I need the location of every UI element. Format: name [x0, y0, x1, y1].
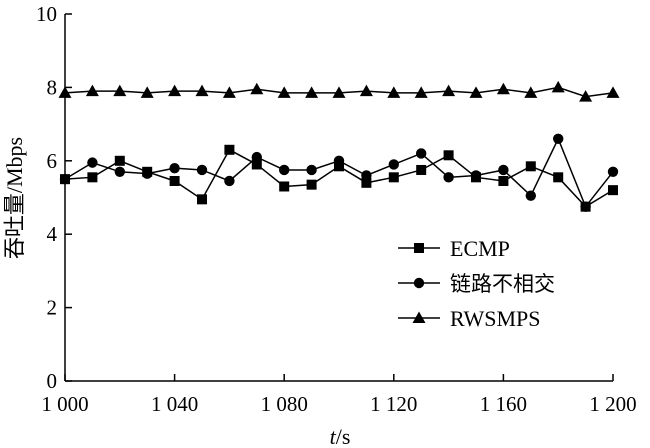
- data-point: [58, 86, 72, 98]
- data-point: [442, 84, 456, 97]
- data-point: [388, 159, 399, 170]
- data-point: [279, 181, 290, 192]
- data-point: [114, 166, 126, 178]
- y-axis-title: 吞吐量/Mbps: [2, 137, 27, 259]
- series-triangle: [58, 80, 620, 102]
- y-tick-label: 10: [36, 2, 57, 26]
- data-point: [279, 164, 290, 176]
- data-point: [142, 168, 153, 179]
- y-tick-label: 4: [47, 222, 58, 246]
- y-tick-label: 2: [47, 296, 58, 320]
- data-point: [87, 157, 98, 168]
- data-point: [197, 194, 207, 205]
- legend-entry: ECMP: [398, 236, 510, 261]
- data-point: [87, 172, 98, 183]
- data-point: [250, 82, 264, 95]
- data-point: [498, 175, 509, 186]
- data-point: [222, 86, 236, 98]
- data-point: [333, 155, 345, 166]
- legend: ECMP 链路不相交 RWSMPS: [398, 236, 555, 331]
- data-point: [251, 151, 262, 163]
- data-point: [416, 148, 427, 159]
- legend-label: ECMP: [450, 236, 510, 261]
- data-point: [334, 161, 344, 172]
- data-point: [414, 86, 428, 98]
- data-point: [551, 80, 565, 93]
- data-point: [498, 164, 509, 176]
- x-tick-label: 1 200: [589, 392, 636, 416]
- data-point: [607, 166, 619, 178]
- x-tick-label: 1 120: [370, 392, 417, 416]
- data-point: [306, 164, 317, 176]
- data-point: [443, 150, 454, 161]
- legend-label: RWSMPS: [450, 306, 541, 331]
- data-point: [359, 84, 373, 97]
- data-point: [443, 172, 454, 183]
- data-point: [387, 86, 401, 98]
- data-point: [525, 161, 536, 172]
- data-point: [553, 133, 564, 144]
- x-tick-label: 1 040: [151, 392, 198, 416]
- data-point: [85, 84, 99, 97]
- legend-label: 链路不相交: [450, 272, 555, 296]
- legend-marker: [412, 311, 426, 323]
- data-point: [361, 170, 372, 181]
- x-tick-label: 1 160: [480, 392, 527, 416]
- y-tick-label: 6: [47, 149, 58, 173]
- data-point: [196, 164, 208, 176]
- data-point: [59, 173, 71, 185]
- data-point: [470, 170, 482, 181]
- x-axis-title: t/s: [330, 424, 351, 448]
- data-point: [524, 86, 538, 98]
- x-axis-title-var: t: [330, 424, 337, 448]
- data-point: [469, 86, 483, 98]
- data-point: [553, 172, 564, 183]
- data-point: [525, 190, 536, 201]
- data-point: [416, 164, 427, 175]
- data-point: [306, 179, 317, 190]
- data-point: [608, 185, 618, 196]
- x-axis-title-unit: /s: [336, 424, 351, 448]
- data-point: [277, 86, 291, 98]
- data-point: [305, 86, 319, 98]
- series-circle: [59, 133, 619, 212]
- data-point: [169, 162, 180, 174]
- legend-marker: [414, 243, 424, 253]
- axes: 0 2 4 6 8 10 1 000 1 040 1 080 1 120 1 160 1 200: [36, 2, 637, 416]
- x-tick-label: 1 000: [41, 392, 88, 416]
- data-point: [580, 201, 591, 212]
- data-point: [224, 175, 235, 187]
- data-point: [195, 84, 209, 97]
- legend-marker: [413, 277, 425, 289]
- data-point: [168, 84, 182, 97]
- legend-entry: RWSMPS: [398, 306, 541, 331]
- data-point: [169, 175, 180, 186]
- data-point: [606, 86, 620, 98]
- data-point: [332, 86, 346, 98]
- series-layer: [58, 80, 620, 212]
- legend-entry: 链路不相交: [398, 272, 555, 296]
- series-square: [60, 144, 618, 212]
- data-point: [388, 172, 399, 183]
- data-point: [114, 155, 125, 166]
- data-point: [579, 90, 593, 102]
- data-point: [140, 86, 154, 98]
- data-point: [496, 82, 510, 95]
- data-point: [251, 159, 262, 170]
- x-tick-label: 1 080: [261, 392, 308, 416]
- data-point: [361, 177, 372, 188]
- data-point: [224, 144, 235, 155]
- y-tick-label: 0: [47, 369, 58, 393]
- data-point: [113, 84, 127, 97]
- y-tick-label: 8: [47, 75, 58, 99]
